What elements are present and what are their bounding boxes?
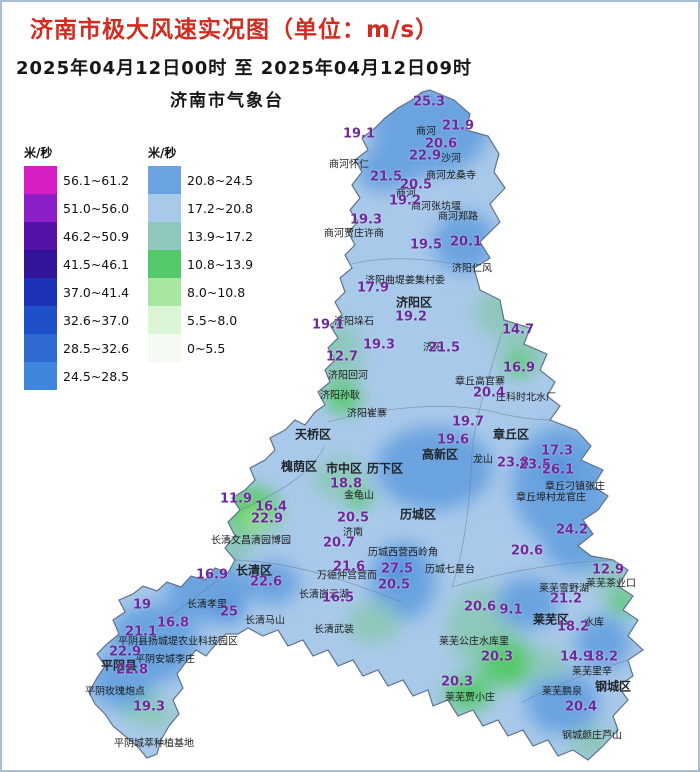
- legend-range-label: 56.1~61.2: [63, 172, 130, 188]
- legend-range-label: 13.9~17.2: [187, 228, 254, 244]
- legend-range-label: 20.8~24.5: [187, 172, 254, 188]
- legend-item: 13.9~17.2: [148, 222, 253, 250]
- legend-color-swatch: [148, 306, 181, 334]
- legend-low-speeds: 米/秒 20.8~24.5 17.2~20.8 13.9~17.2 10.8~13.9…: [148, 144, 253, 362]
- legend-item: 37.0~41.4: [24, 278, 129, 306]
- legend-color-swatch: [24, 278, 57, 306]
- legend-color-swatch: [24, 166, 57, 194]
- legend-item: 10.8~13.9: [148, 250, 253, 278]
- legend-item: 8.0~10.8: [148, 278, 253, 306]
- page-title: 济南市极大风速实况图（单位：m/s）: [30, 17, 440, 43]
- legend-color-swatch: [148, 250, 181, 278]
- legend-item: 28.5~32.6: [24, 334, 129, 362]
- legend-color-swatch: [24, 334, 57, 362]
- legend-item: 32.6~37.0: [24, 306, 129, 334]
- legend-range-label: 8.0~10.8: [187, 284, 246, 300]
- legend-item: 51.0~56.0: [24, 194, 129, 222]
- legend-high-speeds: 米/秒 56.1~61.2 51.0~56.0 46.2~50.9 41.5~46.1…: [24, 144, 129, 390]
- legend-color-swatch: [24, 222, 57, 250]
- legend-range-label: 24.5~28.5: [63, 368, 130, 384]
- legend-range-label: 46.2~50.9: [63, 228, 130, 244]
- legend-range-label: 51.0~56.0: [63, 200, 130, 216]
- legend-color-swatch: [148, 166, 181, 194]
- legend-color-swatch: [148, 222, 181, 250]
- legend-range-label: 32.6~37.0: [63, 312, 130, 328]
- legend-range-label: 10.8~13.9: [187, 256, 254, 272]
- source-agency-label: 济南市气象台: [170, 91, 284, 111]
- legend-range-label: 37.0~41.4: [63, 284, 130, 300]
- district-boundary-lines: [161, 258, 629, 703]
- legend-item: 0~5.5: [148, 334, 253, 362]
- legend-item: 24.5~28.5: [24, 362, 129, 390]
- legend-item: 5.5~8.0: [148, 306, 253, 334]
- legend-item: 46.2~50.9: [24, 222, 129, 250]
- legend-color-swatch: [24, 194, 57, 222]
- legend-range-label: 5.5~8.0: [187, 312, 238, 328]
- legend-unit-label: 米/秒: [148, 146, 177, 160]
- legend-color-swatch: [24, 362, 57, 390]
- legend-item: 41.5~46.1: [24, 250, 129, 278]
- legend-color-swatch: [148, 194, 181, 222]
- legend-color-swatch: [24, 306, 57, 334]
- legend-item: 17.2~20.8: [148, 194, 253, 222]
- legend-range-label: 17.2~20.8: [187, 200, 254, 216]
- legend-color-swatch: [148, 334, 181, 362]
- legend-item: 56.1~61.2: [24, 166, 129, 194]
- legend-range-label: 0~5.5: [187, 340, 226, 356]
- legend-color-swatch: [24, 250, 57, 278]
- legend-range-label: 41.5~46.1: [63, 256, 130, 272]
- legend-unit-label: 米/秒: [24, 146, 53, 160]
- legend-range-label: 28.5~32.6: [63, 340, 130, 356]
- date-range: 2025年04月12日00时 至 2025年04月12日09时: [16, 58, 473, 79]
- legend-color-swatch: [148, 278, 181, 306]
- legend-item: 20.8~24.5: [148, 166, 253, 194]
